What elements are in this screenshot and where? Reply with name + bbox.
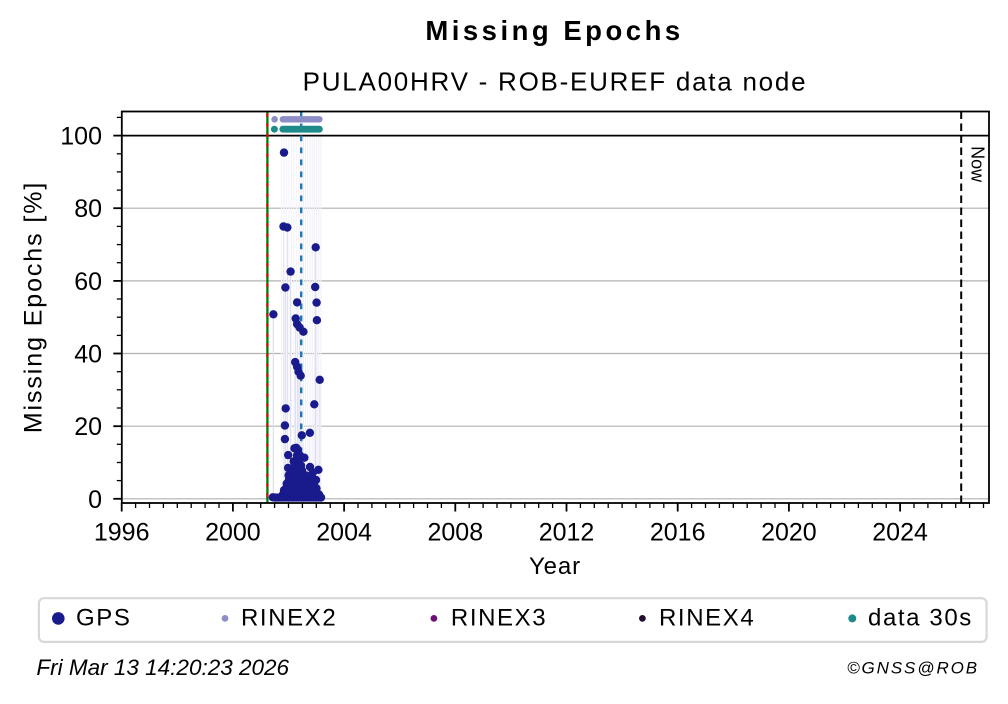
svg-text:60: 60 — [74, 268, 102, 296]
svg-text:Year: Year — [529, 553, 581, 580]
svg-text:2016: 2016 — [650, 519, 706, 547]
svg-text:100: 100 — [60, 123, 102, 151]
svg-text:40: 40 — [74, 341, 102, 369]
svg-text:RINEX3: RINEX3 — [451, 605, 547, 632]
svg-text:0: 0 — [88, 486, 102, 514]
svg-text:RINEX4: RINEX4 — [659, 605, 755, 632]
svg-text:2000: 2000 — [205, 519, 261, 547]
svg-text:data 30s: data 30s — [868, 605, 973, 632]
svg-text:GPS: GPS — [76, 605, 131, 632]
svg-text:PULA00HRV - ROB-EUREF data nod: PULA00HRV - ROB-EUREF data node — [303, 67, 808, 97]
svg-text:Fri Mar 13 14:20:23 2026: Fri Mar 13 14:20:23 2026 — [36, 655, 289, 680]
svg-text:Missing Epochs [%]: Missing Epochs [%] — [20, 181, 48, 433]
svg-text:2012: 2012 — [539, 519, 595, 547]
svg-text:Missing Epochs: Missing Epochs — [425, 15, 683, 46]
svg-text:1996: 1996 — [94, 519, 150, 547]
svg-text:2008: 2008 — [427, 519, 483, 547]
svg-text:80: 80 — [74, 195, 102, 223]
svg-text:©GNSS@ROB: ©GNSS@ROB — [847, 659, 979, 678]
svg-text:2020: 2020 — [761, 519, 817, 547]
svg-text:20: 20 — [74, 413, 102, 441]
svg-text:Now: Now — [967, 146, 987, 183]
svg-text:2024: 2024 — [872, 519, 928, 547]
svg-text:2004: 2004 — [316, 519, 372, 547]
svg-text:RINEX2: RINEX2 — [241, 605, 337, 632]
